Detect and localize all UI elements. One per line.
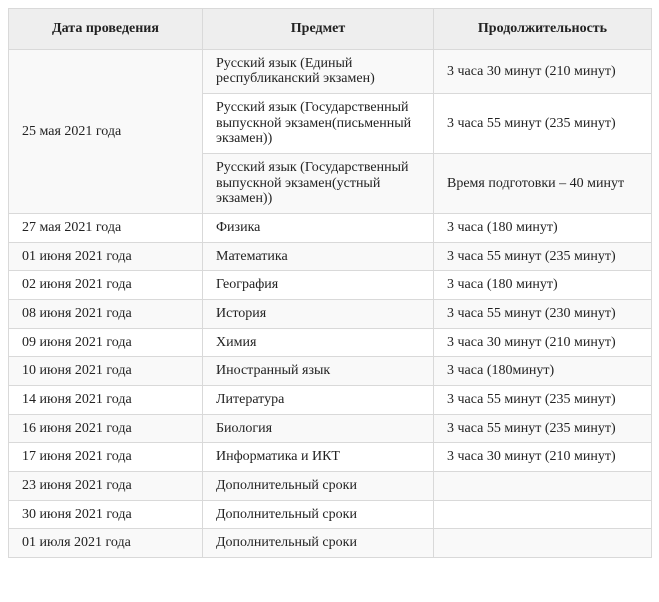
subject-cell: Иностранный язык bbox=[202, 356, 434, 387]
duration-cell: 3 часа 55 минут (235 минут) bbox=[433, 385, 652, 415]
table-row: 01 июня 2021 года Математика 3 часа 55 мин… bbox=[8, 241, 652, 272]
date-cell: 16 июня 2021 года bbox=[8, 413, 203, 444]
table-row: 23 июня 2021 года Дополнительный сроки bbox=[8, 471, 652, 501]
date-cell: 27 мая 2021 года bbox=[8, 213, 203, 243]
date-cell: 14 июня 2021 года bbox=[8, 385, 203, 415]
date-cell: 25 мая 2021 года bbox=[8, 48, 203, 215]
table-row: 14 июня 2021 года Литература 3 часа 55 мин… bbox=[8, 385, 652, 415]
subject-cell: Дополнительный сроки bbox=[202, 499, 434, 530]
date-cell: 01 июня 2021 года bbox=[8, 241, 203, 272]
duration-cell: Время подготовки – 40 минут bbox=[433, 153, 652, 215]
subject-cell: Дополнительный сроки bbox=[202, 528, 434, 559]
duration-cell: 3 часа 55 минут (230 минут) bbox=[433, 299, 652, 329]
subject-cell: Информатика и ИКТ bbox=[202, 442, 434, 473]
table-row: 25 мая 2021 года Русский язык (Единый рес… bbox=[8, 48, 652, 215]
subject-cell: Русский язык (Государственный выпускной … bbox=[202, 93, 434, 155]
table-row: 27 мая 2021 года Физика 3 часа (180 минут) bbox=[8, 213, 652, 243]
header-date: Дата проведения bbox=[8, 8, 203, 50]
duration-cell: 3 часа 30 минут (210 минут) bbox=[433, 327, 652, 358]
duration-cell bbox=[433, 499, 652, 530]
header-subject: Предмет bbox=[202, 8, 434, 50]
subject-cell: Математика bbox=[202, 241, 434, 272]
header-row: Дата проведения Предмет Продолжительност… bbox=[8, 8, 652, 50]
table-row: Русский язык (Государственный выпускной … bbox=[9, 153, 652, 215]
duration-cell: 3 часа 55 минут (235 минут) bbox=[433, 413, 652, 444]
date-cell: 01 июля 2021 года bbox=[8, 528, 203, 559]
table-body: 25 мая 2021 года Русский язык (Единый рес… bbox=[8, 48, 652, 559]
table-row: 01 июля 2021 года Дополнительный сроки bbox=[8, 528, 652, 559]
subject-cell: География bbox=[202, 270, 434, 301]
table-row: Русский язык (Государственный выпускной … bbox=[9, 93, 652, 155]
date-cell: 10 июня 2021 года bbox=[8, 356, 203, 387]
duration-cell: 3 часа (180минут) bbox=[433, 356, 652, 387]
table-head: Дата проведения Предмет Продолжительност… bbox=[8, 8, 652, 50]
header-duration: Продолжительность bbox=[433, 8, 652, 50]
date-cell: 08 июня 2021 года bbox=[8, 299, 203, 329]
duration-cell: 3 часа 55 минут (235 минут) bbox=[433, 93, 652, 155]
date-cell: 23 июня 2021 года bbox=[8, 471, 203, 501]
duration-cell: 3 часа (180 минут) bbox=[433, 213, 652, 243]
duration-cell: 3 часа 30 минут (210 минут) bbox=[433, 442, 652, 473]
subject-cell: История bbox=[202, 299, 434, 329]
table-row: 30 июня 2021 года Дополнительный сроки bbox=[8, 499, 652, 530]
subject-cell: Русский язык (Государственный выпускной … bbox=[202, 153, 434, 215]
subject-cell: Дополнительный сроки bbox=[202, 471, 434, 501]
date-cell: 02 июня 2021 года bbox=[8, 270, 203, 301]
table-row: 16 июня 2021 года Биология 3 часа 55 минут… bbox=[8, 413, 652, 444]
table-row: 09 июня 2021 года Химия 3 часа 30 минут (2… bbox=[8, 327, 652, 358]
date-cell: 17 июня 2021 года bbox=[8, 442, 203, 473]
date-cell: 09 июня 2021 года bbox=[8, 327, 203, 358]
duration-cell: 3 часа 55 минут (235 минут) bbox=[433, 241, 652, 272]
subject-cell: Биология bbox=[202, 413, 434, 444]
subject-cell: Химия bbox=[202, 327, 434, 358]
duration-cell: 3 часа (180 минут) bbox=[433, 270, 652, 301]
table-row: 10 июня 2021 года Иностранный язык 3 часа … bbox=[8, 356, 652, 387]
date-cell: 30 июня 2021 года bbox=[8, 499, 203, 530]
table-row: 02 июня 2021 года География 3 часа (180 ми… bbox=[8, 270, 652, 301]
duration-cell: 3 часа 30 минут (210 минут) bbox=[433, 48, 652, 95]
table-row: 17 июня 2021 года Информатика и ИКТ 3 часа… bbox=[8, 442, 652, 473]
duration-cell bbox=[433, 528, 652, 559]
table-row: 08 июня 2021 года История 3 часа 55 минут … bbox=[8, 299, 652, 329]
subject-cell: Литература bbox=[202, 385, 434, 415]
subject-cell: Русский язык (Единый республиканский экз… bbox=[202, 48, 434, 95]
exam-schedule-table: Дата проведения Предмет Продолжительност… bbox=[8, 8, 652, 559]
subject-cell: Физика bbox=[202, 213, 434, 243]
duration-cell bbox=[433, 471, 652, 501]
